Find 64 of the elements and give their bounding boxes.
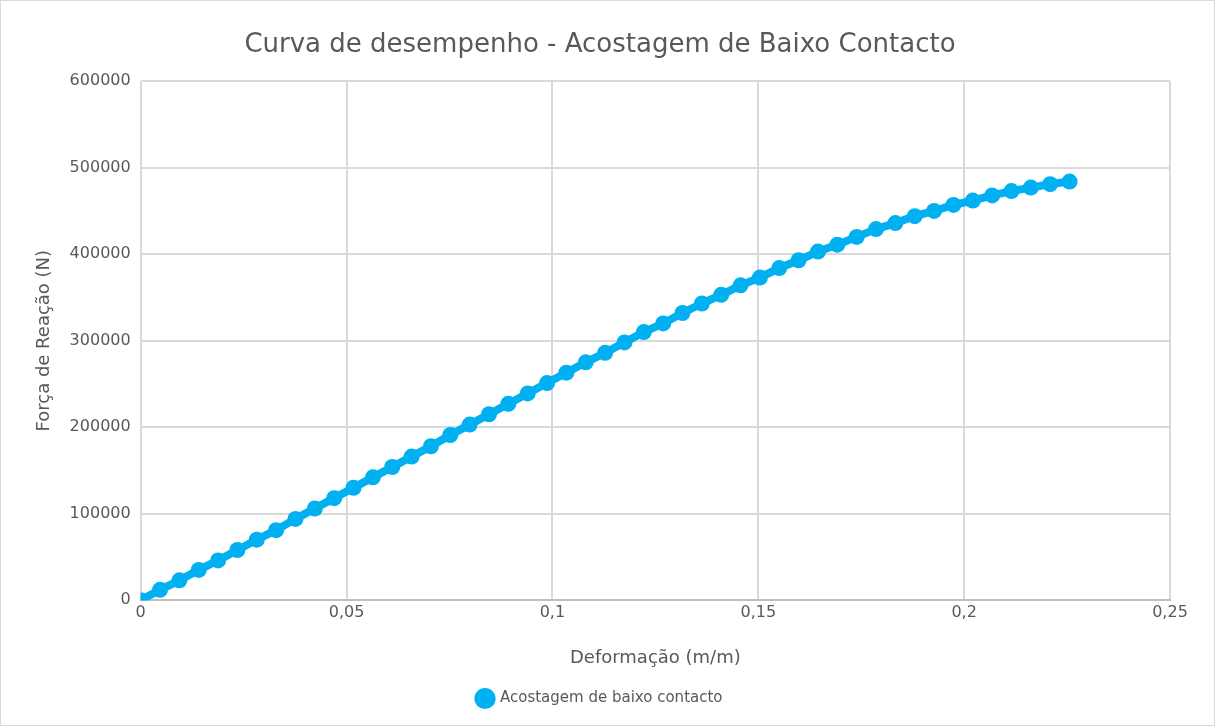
x-axis-title: Deformação (m/m) — [569, 645, 741, 667]
y-axis-title: Força de Reação (N) — [32, 249, 54, 432]
x-tick-label: 0,15 — [740, 601, 777, 621]
point — [210, 552, 227, 569]
point — [887, 215, 904, 232]
y-tick-label: 300000 — [69, 329, 131, 349]
point — [442, 426, 459, 443]
point — [868, 221, 885, 238]
point — [326, 490, 343, 507]
x-tick-label: 0 — [135, 601, 146, 621]
point — [500, 395, 517, 412]
point — [345, 479, 362, 496]
point — [906, 208, 923, 225]
point — [713, 286, 730, 303]
x-tick-label: 0,25 — [1152, 601, 1188, 621]
point — [190, 561, 207, 578]
point — [771, 260, 788, 277]
point — [287, 510, 304, 527]
point — [577, 354, 594, 371]
legend-label: Acostagem de baixo contacto — [500, 688, 723, 707]
y-tick-label: 500000 — [69, 156, 131, 176]
point — [945, 196, 962, 213]
point — [248, 531, 265, 548]
point — [674, 305, 691, 322]
point — [1061, 173, 1078, 190]
point — [539, 375, 556, 392]
point — [790, 252, 807, 269]
point — [829, 236, 846, 253]
point — [152, 581, 169, 598]
y-tick-label: 200000 — [69, 416, 131, 436]
point — [403, 448, 420, 465]
x-tick-label: 0,2 — [951, 601, 977, 621]
point — [597, 344, 614, 361]
point — [384, 458, 401, 475]
point — [461, 416, 478, 433]
x-tick-label: 0,1 — [539, 601, 566, 621]
point — [635, 324, 652, 341]
y-tick-label: 100000 — [69, 502, 131, 522]
point — [809, 243, 826, 260]
point — [926, 202, 943, 219]
point — [848, 228, 865, 245]
point — [616, 334, 633, 351]
point — [306, 500, 323, 517]
point — [964, 192, 981, 209]
point — [519, 385, 536, 402]
point — [481, 406, 497, 423]
point — [1003, 183, 1020, 200]
point — [732, 277, 749, 294]
point — [751, 269, 768, 286]
point — [693, 295, 710, 312]
point — [655, 315, 672, 332]
x-tick-label: 0,05 — [328, 601, 365, 621]
point — [1022, 179, 1039, 196]
point — [1042, 176, 1059, 193]
point — [364, 469, 381, 486]
point — [171, 572, 188, 589]
y-tick-label: 600000 — [69, 70, 131, 90]
chart-title: Curva de desempenho - Acostagem de Baixo Contacto — [244, 28, 956, 59]
point — [268, 522, 285, 539]
point — [229, 542, 246, 559]
point — [984, 187, 1001, 204]
point — [422, 438, 439, 455]
point — [558, 364, 575, 381]
y-tick-label: 400000 — [69, 243, 131, 263]
